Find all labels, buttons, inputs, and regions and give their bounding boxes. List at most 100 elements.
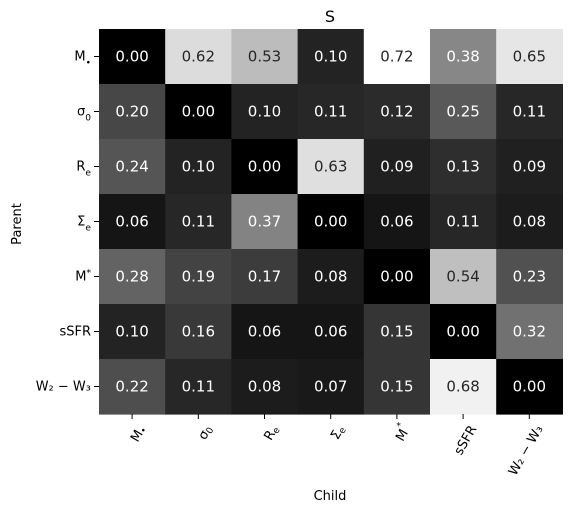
cell-value-label: 0.07 (314, 378, 347, 396)
heatmap-cell (297, 194, 365, 250)
cell-value-label: 0.16 (182, 323, 215, 341)
heatmap-cell (430, 304, 497, 360)
cell-value-label: 0.68 (446, 378, 479, 396)
cell-value-label: 0.00 (314, 213, 347, 231)
cell-value-label: 0.10 (182, 158, 215, 176)
cell-value-label: 0.13 (446, 158, 479, 176)
heatmap-cell (496, 194, 563, 250)
heatmap-cell (165, 84, 232, 140)
heatmap-cell (496, 249, 563, 305)
heatmap-cell (430, 359, 497, 415)
y-tick-label: M• (74, 50, 91, 69)
heatmap-cell (496, 359, 563, 415)
heatmap-cell (297, 29, 365, 85)
heatmap-cell (430, 29, 497, 85)
heatmap-cell (99, 139, 166, 195)
cell-value-label: 0.20 (115, 103, 148, 121)
heatmap-cell (165, 304, 232, 360)
cell-value-label: 0.00 (446, 323, 479, 341)
heatmap-cell (363, 359, 431, 415)
cell-value-label: 0.11 (182, 213, 215, 231)
chart-title: S (325, 7, 335, 26)
heatmap-cell (165, 139, 232, 195)
heatmap-cell (430, 84, 497, 140)
heatmap-cell (231, 249, 299, 305)
heatmap-cell (297, 249, 365, 305)
y-tick-label: M* (75, 269, 91, 285)
heatmap-cells (99, 29, 563, 415)
cell-value-label: 0.19 (182, 268, 215, 286)
heatmap-cell (165, 359, 232, 415)
cell-value-label: 0.37 (248, 213, 281, 231)
cell-value-label: 0.06 (115, 213, 148, 231)
heatmap-cell (363, 194, 431, 250)
cell-value-label: 0.06 (314, 323, 347, 341)
heatmap-cell (165, 29, 232, 85)
heatmap-cell (430, 249, 497, 305)
heatmap-cell (297, 84, 365, 140)
heatmap-cell (297, 359, 365, 415)
heatmap-cell (165, 249, 232, 305)
y-tick-label: sSFR (59, 325, 91, 340)
cell-value-label: 0.00 (182, 103, 215, 121)
cell-value-label: 0.00 (115, 48, 148, 66)
cell-value-label: 0.09 (513, 158, 546, 176)
cell-value-label: 0.00 (380, 268, 413, 286)
x-tick-labels: M• σ0 Re Σe M* sSFR W₂ − W₃ (128, 414, 546, 478)
cell-value-label: 0.11 (513, 103, 546, 121)
heatmap-cell (496, 304, 563, 360)
heatmap-cell (363, 249, 431, 305)
cell-value-label: 0.09 (380, 158, 413, 176)
cell-value-label: 0.08 (314, 268, 347, 286)
heatmap-cell (99, 29, 166, 85)
cell-annotations: 0.00 0.62 0.53 0.10 0.72 0.38 0.65 0.20 0.00 0.10… (115, 48, 546, 396)
y-tick-label: W₂ − W₃ (36, 380, 91, 395)
heatmap-cell (496, 139, 563, 195)
x-tick-label: Σe (328, 423, 349, 443)
cell-value-label: 0.54 (446, 268, 479, 286)
cell-value-label: 0.22 (115, 378, 148, 396)
heatmap-cell (297, 304, 365, 360)
x-tick-label: σ0 (195, 423, 216, 443)
y-axis-label: Parent (10, 203, 25, 245)
heatmap-cell (363, 84, 431, 140)
cell-value-label: 0.08 (513, 213, 546, 231)
x-tick-label: M• (128, 423, 150, 445)
cell-value-label: 0.06 (248, 323, 281, 341)
cell-value-label: 0.00 (248, 158, 281, 176)
cell-value-label: 0.06 (380, 213, 413, 231)
heatmap-cell (430, 139, 497, 195)
y-tick-labels: M• σ0 Re Σe M* sSFR W₂ − W₃ (36, 50, 99, 395)
y-tick-label: Re (76, 160, 91, 179)
heatmap-cell (99, 84, 166, 140)
cell-value-label: 0.62 (182, 48, 215, 66)
cell-value-label: 0.10 (115, 323, 148, 341)
heatmap-cell (363, 29, 431, 85)
x-axis-label: Child (314, 489, 347, 504)
cell-value-label: 0.10 (314, 48, 347, 66)
heatmap-cell (496, 29, 563, 85)
heatmap-cell (297, 139, 365, 195)
cell-value-label: 0.15 (380, 378, 413, 396)
x-tick-label: Re (261, 423, 282, 444)
x-tick-label: W₂ − W₃ (506, 423, 547, 478)
heatmap-cell (231, 304, 299, 360)
heatmap-cell (231, 194, 299, 250)
heatmap-cell (99, 359, 166, 415)
cell-value-label: 0.28 (115, 268, 148, 286)
x-tick-label: sSFR (451, 423, 480, 458)
cell-value-label: 0.23 (513, 268, 546, 286)
cell-value-label: 0.00 (513, 378, 546, 396)
cell-value-label: 0.53 (248, 48, 281, 66)
cell-value-label: 0.11 (182, 378, 215, 396)
cell-value-label: 0.17 (248, 268, 281, 286)
heatmap-cell (430, 194, 497, 250)
y-tick-label: Σe (77, 215, 91, 234)
y-tick-label: σ0 (77, 105, 91, 124)
cell-value-label: 0.38 (446, 48, 479, 66)
cell-value-label: 0.63 (314, 158, 347, 176)
heatmap-cell (165, 194, 232, 250)
cell-value-label: 0.10 (248, 103, 281, 121)
x-tick-label: M* (389, 420, 414, 444)
